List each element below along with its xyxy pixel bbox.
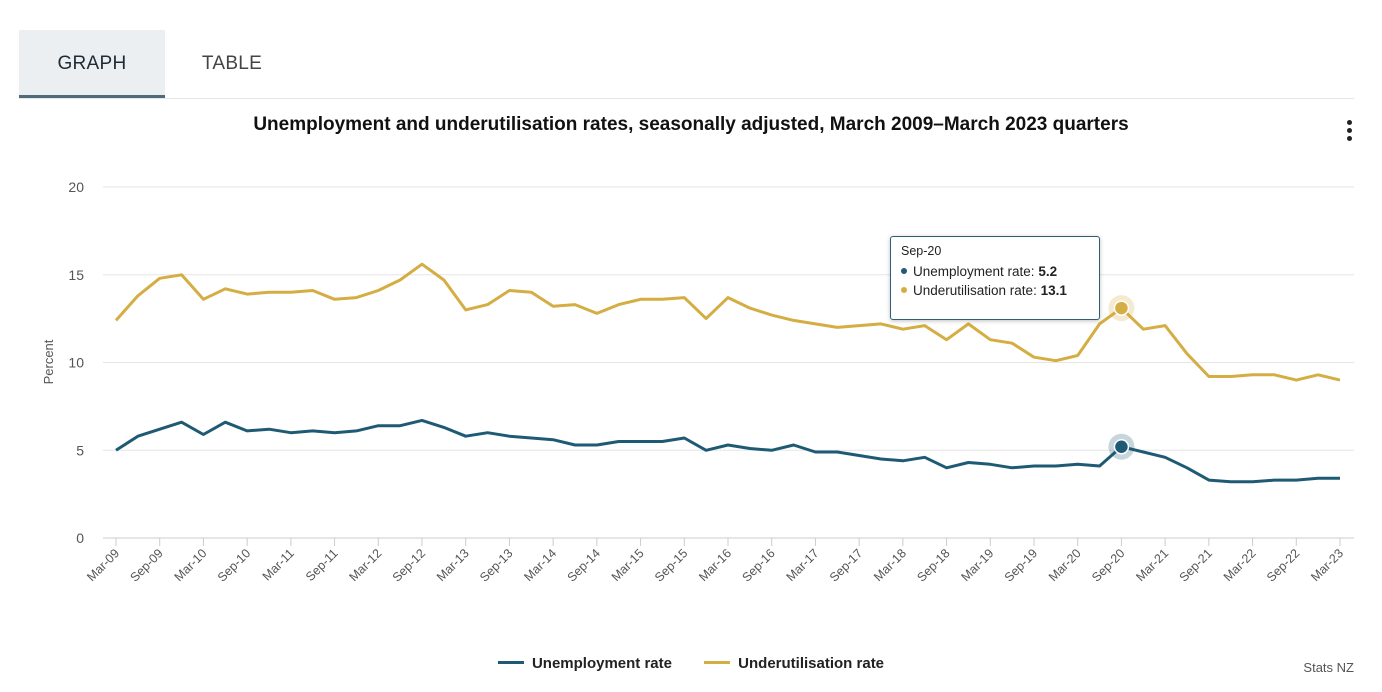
- tooltip-value: 5.2: [1038, 264, 1058, 279]
- tooltip-label: Unemployment rate:: [913, 264, 1039, 279]
- y-tick-label: 0: [76, 530, 84, 546]
- series-dot-icon: [901, 268, 907, 275]
- x-tick-label: Mar-22: [1221, 546, 1259, 584]
- x-tick-label: Mar-10: [172, 546, 210, 584]
- legend-label: Unemployment rate: [531, 655, 672, 672]
- tooltip-row-underutilisation: Underutilisation rate: 13.1: [901, 283, 1089, 298]
- x-tick-label: Sep-22: [1264, 546, 1302, 584]
- chart-title: Unemployment and underutilisation rates,…: [253, 114, 1129, 135]
- x-tick-label: Mar-21: [1133, 546, 1171, 584]
- unemployment-hover-point: [1113, 438, 1130, 455]
- y-tick-label: 10: [68, 355, 84, 371]
- tooltip-row-unemployment: Unemployment rate: 5.2: [901, 264, 1089, 279]
- x-tick-label: Mar-17: [784, 546, 822, 584]
- x-tick-label: Sep-13: [477, 546, 515, 584]
- tooltip-period: Sep-20: [901, 244, 942, 258]
- x-tick-label: Mar-09: [84, 546, 122, 584]
- menu-dot-icon: [1347, 120, 1352, 125]
- x-tick-label: Mar-11: [260, 546, 297, 583]
- menu-dot-icon: [1347, 136, 1352, 141]
- x-tick-label: Sep-12: [390, 546, 428, 584]
- x-tick-label: Sep-15: [652, 546, 690, 584]
- tooltip-label: Underutilisation rate:: [913, 283, 1041, 298]
- x-tick-label: Mar-18: [871, 546, 909, 584]
- x-tick-label: Sep-19: [1002, 546, 1040, 584]
- x-tick-label: Sep-17: [827, 546, 865, 584]
- chart-menu-button[interactable]: [1340, 118, 1360, 148]
- x-tick-label: Mar-14: [521, 546, 559, 584]
- x-tick-label: Sep-21: [1177, 546, 1215, 584]
- source-credit: Stats NZ: [1303, 660, 1354, 675]
- x-tick-label: Mar-15: [609, 546, 647, 584]
- x-tick-label: Sep-14: [565, 546, 603, 584]
- legend-item-unemployment[interactable]: Unemployment rate: [497, 655, 672, 672]
- x-tick-label: Sep-11: [303, 546, 341, 584]
- x-tick-label: Mar-12: [347, 546, 385, 584]
- legend-swatch: [704, 660, 731, 664]
- legend-swatch: [497, 660, 524, 664]
- x-tick-label: Mar-23: [1308, 546, 1346, 584]
- x-tick-label: Sep-20: [1089, 546, 1127, 584]
- x-tick-label: Sep-10: [215, 546, 253, 584]
- y-tick-label: 5: [76, 442, 84, 458]
- x-tick-label: Sep-18: [914, 546, 952, 584]
- series-dot-icon: [901, 287, 907, 294]
- y-tick-label: 20: [68, 179, 84, 195]
- x-tick-label: Mar-13: [434, 546, 472, 584]
- legend-item-underutilisation[interactable]: Underutilisation rate: [704, 655, 884, 672]
- y-tick-label: 15: [68, 267, 84, 283]
- tab-graph[interactable]: GRAPH: [19, 30, 165, 98]
- tab-bar: GRAPH TABLE: [19, 30, 1354, 99]
- x-tick-label: Mar-19: [959, 546, 997, 584]
- tab-table[interactable]: TABLE: [201, 53, 263, 74]
- legend-label: Underutilisation rate: [738, 655, 885, 672]
- unemployment-rate-line: [115, 418, 1340, 484]
- tooltip-value: 13.1: [1040, 283, 1067, 298]
- menu-dot-icon: [1347, 128, 1352, 133]
- y-axis-label: Percent: [41, 339, 56, 384]
- underutilisation-hover-point: [1113, 300, 1130, 316]
- x-tick-label: Mar-16: [696, 546, 734, 584]
- x-tick-label: Mar-20: [1046, 546, 1084, 584]
- chart-legend: Unemployment rate Underutilisation rate: [0, 655, 1382, 672]
- x-tick-label: Sep-09: [127, 546, 165, 584]
- x-tick-label: Sep-16: [739, 546, 777, 584]
- underutilisation-rate-line: [114, 262, 1341, 382]
- chart-tooltip: Sep-20 Unemployment rate: 5.2 Underutili…: [890, 236, 1100, 320]
